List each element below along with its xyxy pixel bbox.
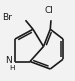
Text: Br: Br xyxy=(3,14,12,23)
Text: Cl: Cl xyxy=(44,6,53,15)
Text: H: H xyxy=(9,64,14,70)
Text: N: N xyxy=(5,56,12,65)
